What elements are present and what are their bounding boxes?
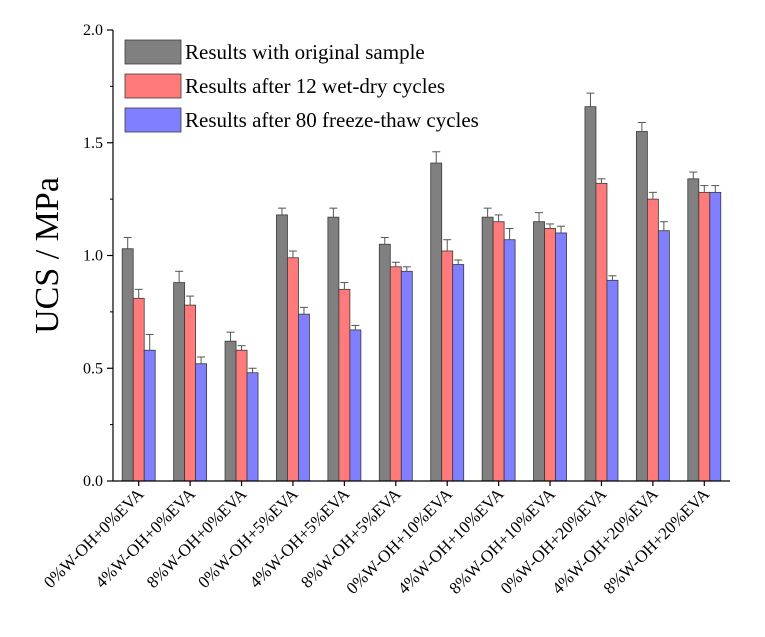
bar-s2-c11 — [709, 191, 722, 482]
legend-label-0: Results with original sample — [185, 40, 425, 64]
bar-s1-c7 — [492, 221, 505, 482]
y-tick-label: 2.0 — [83, 22, 103, 39]
bar-s1-c2 — [235, 349, 248, 482]
bar-s2-c8 — [555, 232, 567, 482]
bar-s1-c3 — [287, 257, 299, 482]
bar-s0-c9 — [584, 106, 597, 482]
legend-label-2: Results after 80 freeze-thaw cycles — [185, 108, 479, 132]
bar-s2-c2 — [246, 372, 259, 482]
bar-s2-c3 — [298, 313, 310, 482]
legend-swatch-2 — [124, 107, 182, 133]
bar-s2-c5 — [400, 270, 413, 482]
legend: Results with original sample Results afte… — [124, 39, 479, 133]
bar-s0-c1 — [173, 282, 186, 482]
bar-s1-c9 — [595, 182, 608, 482]
bar-s1-c5 — [389, 266, 402, 482]
bar-s1-c0 — [132, 297, 145, 482]
bar-s2-c1 — [195, 363, 208, 482]
bar-s1-c1 — [184, 304, 197, 482]
bar-s2-c10 — [657, 230, 670, 482]
y-axis-title: UCS / MPa — [29, 177, 66, 334]
bar-s0-c0 — [121, 248, 134, 482]
bar-s2-c9 — [606, 279, 619, 482]
legend-label-1: Results after 12 wet-dry cycles — [185, 74, 445, 98]
y-tick-label: 0.5 — [83, 360, 103, 377]
bar-s1-c6 — [441, 250, 454, 482]
bar-s0-c4 — [327, 216, 340, 482]
bar-s2-c4 — [349, 329, 362, 482]
bar-s0-c8 — [533, 221, 545, 482]
y-tick-label: 1.0 — [83, 248, 103, 265]
bar-s0-c5 — [378, 243, 391, 482]
bar-s1-c8 — [544, 228, 556, 482]
bar-s0-c2 — [224, 340, 237, 482]
y-tick-label: 0.0 — [83, 473, 103, 490]
bar-s1-c10 — [646, 198, 659, 482]
bar-s1-c4 — [338, 288, 351, 482]
bar-s1-c11 — [698, 191, 711, 482]
bar-s0-c11 — [687, 178, 700, 482]
legend-swatch-1 — [124, 73, 182, 99]
bars-layer — [121, 92, 722, 482]
bar-s2-c7 — [503, 239, 516, 482]
bar-s2-c0 — [143, 349, 156, 482]
bar-s0-c3 — [276, 214, 288, 482]
bar-s2-c6 — [452, 264, 465, 482]
bar-s0-c7 — [481, 216, 494, 482]
bar-s0-c10 — [635, 131, 648, 482]
y-tick-label: 1.5 — [83, 135, 103, 152]
legend-swatch-0 — [124, 39, 182, 65]
bar-s0-c6 — [430, 162, 443, 482]
